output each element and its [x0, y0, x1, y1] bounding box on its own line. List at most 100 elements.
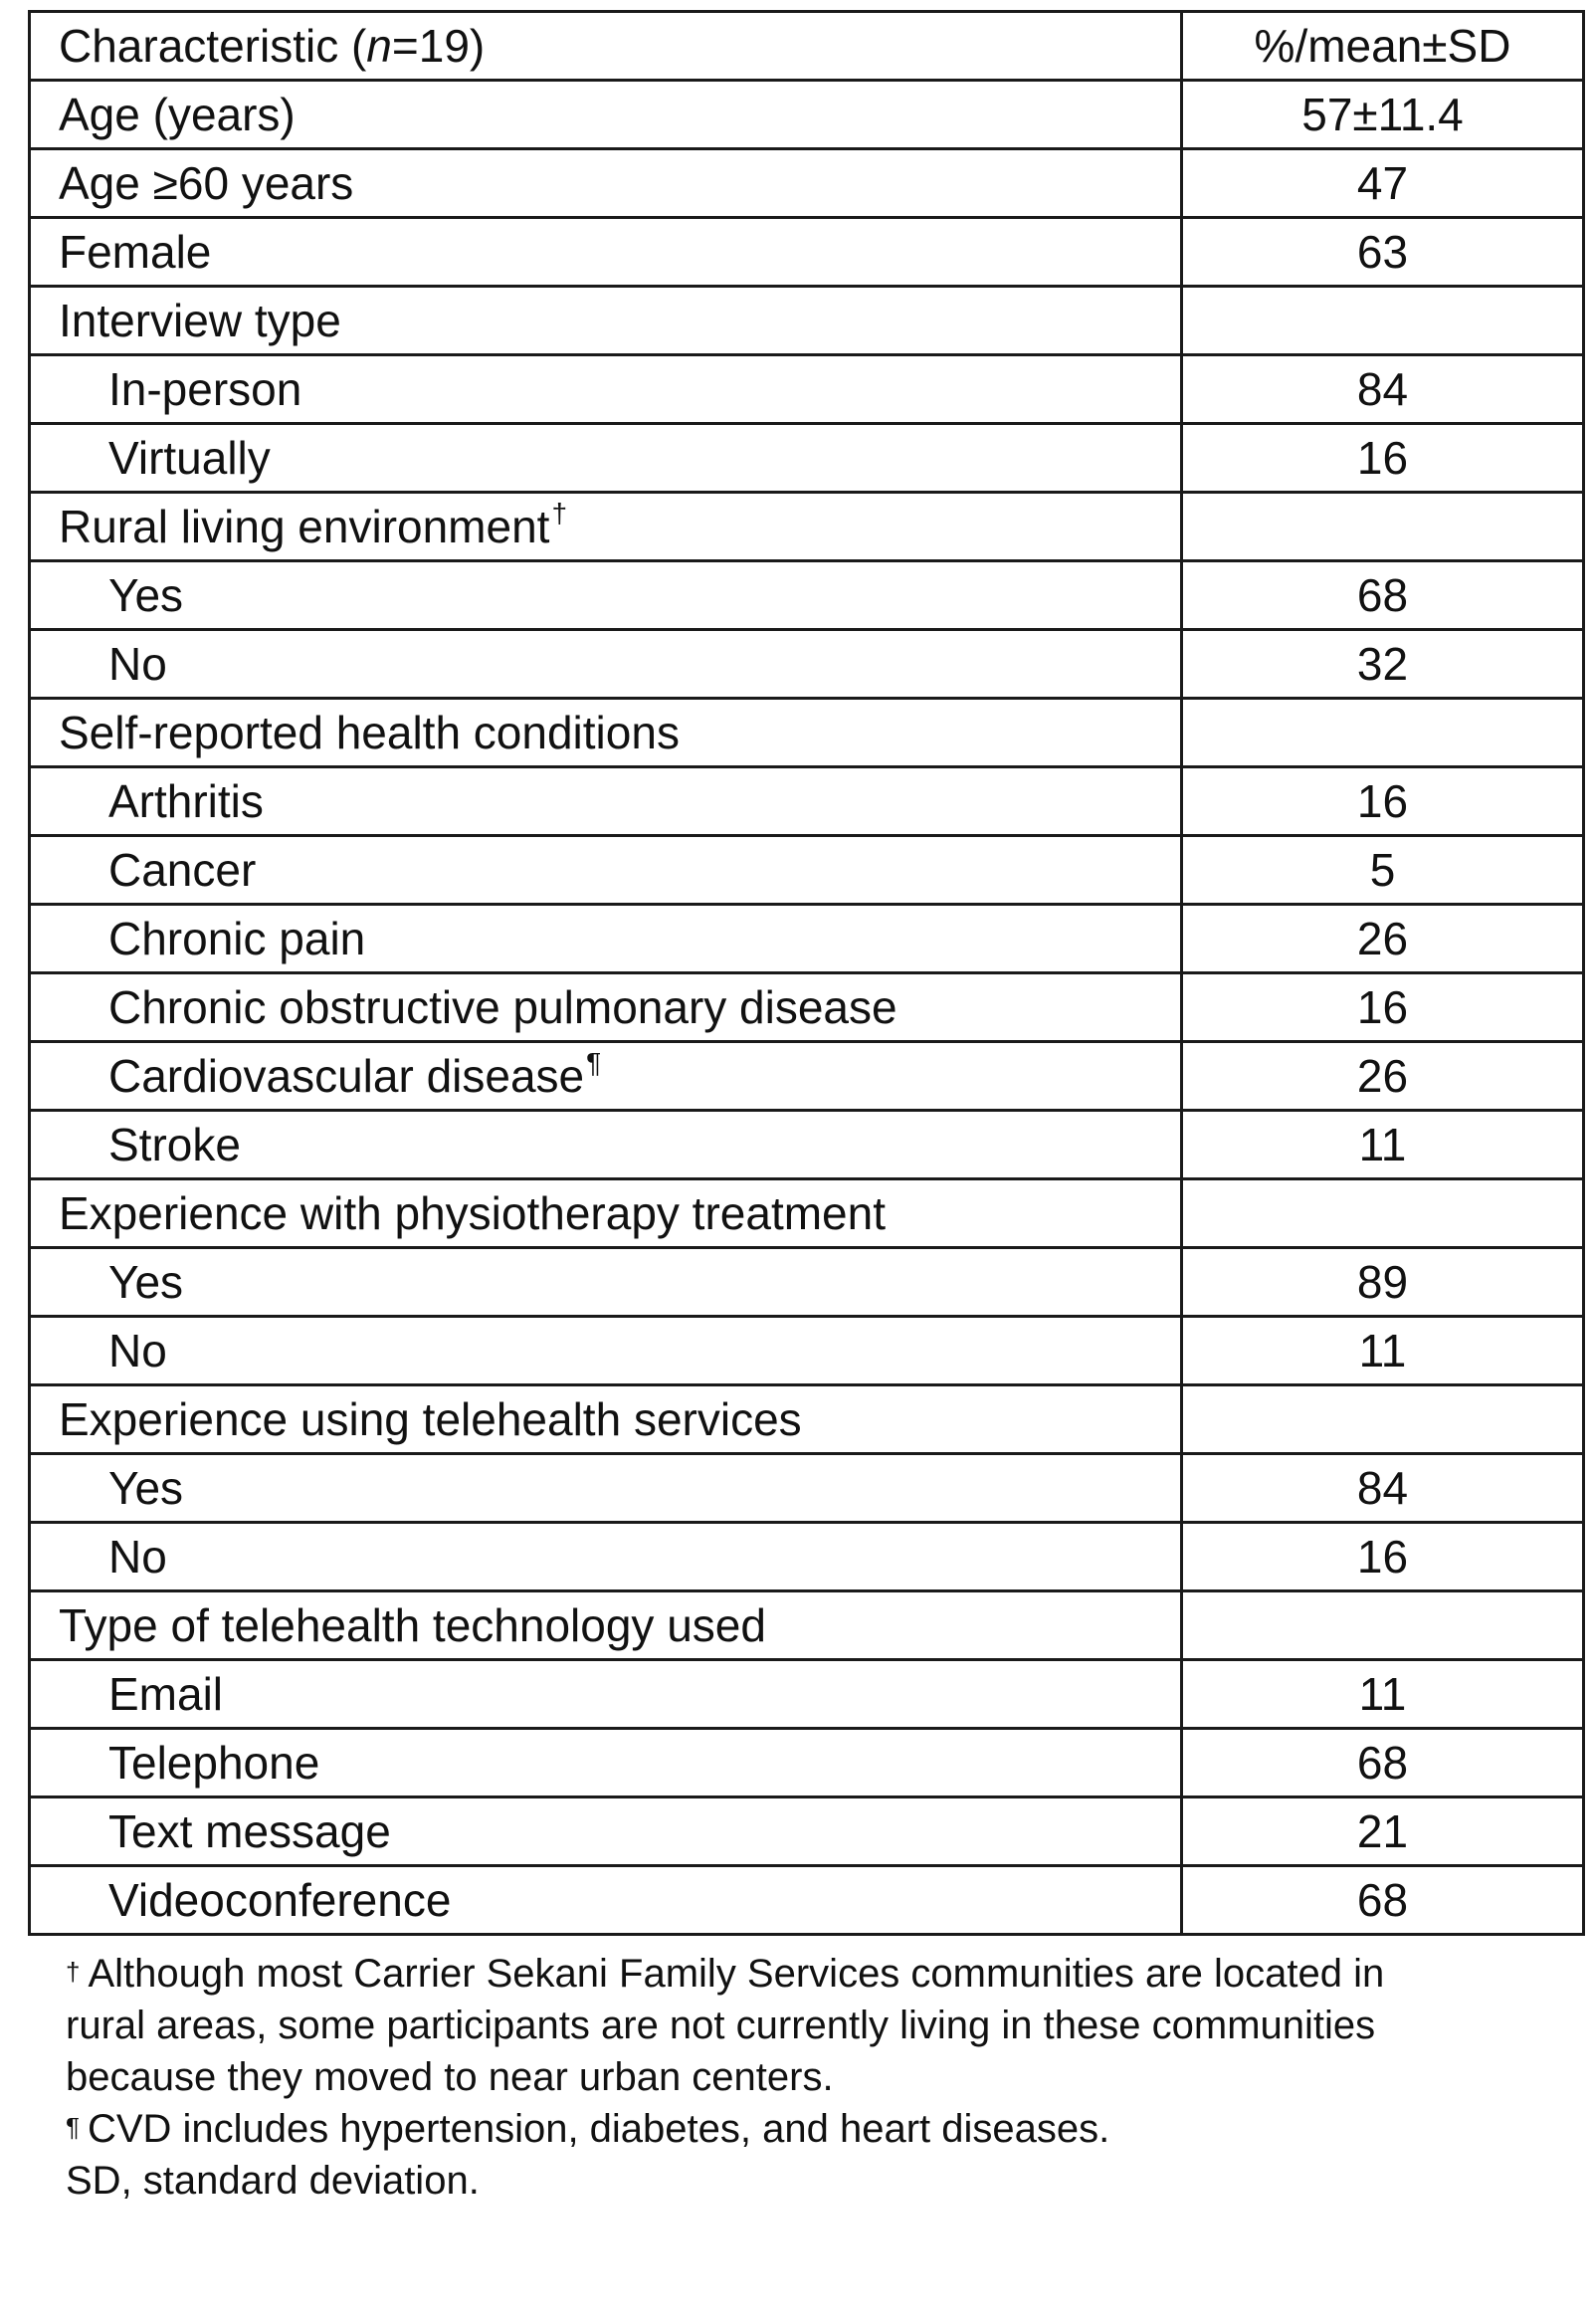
- table-row: Age (years) 57±11.4: [28, 79, 1585, 150]
- footnotes: † Although most Carrier Sekani Family Ser…: [28, 1948, 1582, 2207]
- section-label-text: Experience using telehealth services: [59, 1393, 802, 1445]
- row-value: 11: [1180, 1658, 1585, 1730]
- row-label: Female: [28, 216, 1183, 288]
- row-value: 68: [1180, 559, 1585, 631]
- table-row: Age ≥60 years 47: [28, 147, 1585, 219]
- row-value: 16: [1180, 422, 1585, 494]
- table-section-row: Experience with physiotherapy treatment: [28, 1177, 1585, 1249]
- row-label-text: Yes: [108, 569, 184, 621]
- table-row: No 16: [28, 1521, 1585, 1592]
- row-value: [1180, 285, 1585, 356]
- row-value: 89: [1180, 1246, 1585, 1318]
- table-header-row: Characteristic (n=19) %/mean±SD: [28, 10, 1585, 82]
- abbreviation-footnote: SD, standard deviation.: [66, 2159, 480, 2203]
- row-value: 63: [1180, 216, 1585, 288]
- section-label: Self-reported health conditions: [28, 697, 1183, 768]
- row-label: Chronic obstructive pulmonary disease: [28, 971, 1183, 1043]
- section-label-text: Type of telehealth technology used: [59, 1599, 766, 1651]
- row-label: Stroke: [28, 1109, 1183, 1180]
- row-label-text: Chronic obstructive pulmonary disease: [108, 981, 897, 1033]
- row-label-text: No: [108, 1531, 167, 1583]
- table-row: Stroke 11: [28, 1109, 1585, 1180]
- table-row: Email 11: [28, 1658, 1585, 1730]
- table-row: Virtually 16: [28, 422, 1585, 494]
- row-value: 11: [1180, 1315, 1585, 1386]
- row-label-text: Cancer: [108, 844, 257, 896]
- row-label-text: Yes: [108, 1462, 184, 1514]
- row-label: Arthritis: [28, 765, 1183, 837]
- row-label: Email: [28, 1658, 1183, 1730]
- header-characteristic: Characteristic (n=19): [28, 10, 1183, 82]
- row-label: Yes: [28, 1452, 1183, 1524]
- table-row: No 11: [28, 1315, 1585, 1386]
- row-label: Telephone: [28, 1727, 1183, 1798]
- row-value: 84: [1180, 353, 1585, 425]
- row-label-text: No: [108, 1325, 167, 1376]
- table-row: Yes 68: [28, 559, 1585, 631]
- row-label-text: Arthritis: [108, 775, 264, 827]
- row-label-text: Telephone: [108, 1737, 320, 1789]
- row-value: [1180, 1589, 1585, 1661]
- row-label-text: Stroke: [108, 1119, 241, 1170]
- table-section-row: Self-reported health conditions: [28, 697, 1585, 768]
- row-label-text: Age (years): [59, 89, 296, 140]
- table-section-row: Rural living environment†: [28, 491, 1585, 562]
- section-label-text: Experience with physiotherapy treatment: [59, 1187, 886, 1239]
- row-label: Age ≥60 years: [28, 147, 1183, 219]
- row-label: Age (years): [28, 79, 1183, 150]
- table-row: Chronic obstructive pulmonary disease 16: [28, 971, 1585, 1043]
- row-value: 32: [1180, 628, 1585, 700]
- table-row: Chronic pain 26: [28, 903, 1585, 974]
- section-label-text: Rural living environment: [59, 501, 550, 552]
- header-characteristic-prefix: Characteristic (: [59, 20, 367, 72]
- section-label: Experience using telehealth services: [28, 1383, 1183, 1455]
- row-value: 5: [1180, 834, 1585, 906]
- dagger-footnote: † Although most Carrier Sekani Family Ser…: [66, 1948, 1582, 2000]
- table-section-row: Type of telehealth technology used: [28, 1589, 1585, 1661]
- row-value: 16: [1180, 1521, 1585, 1592]
- header-characteristic-suffix: =19): [391, 20, 486, 72]
- section-label: Experience with physiotherapy treatment: [28, 1177, 1183, 1249]
- table-row: Arthritis 16: [28, 765, 1585, 837]
- row-value: 16: [1180, 971, 1585, 1043]
- row-value: [1180, 491, 1585, 562]
- dagger-footnote-line3: because they moved to near urban centers…: [66, 2055, 834, 2099]
- row-label-text: No: [108, 638, 167, 690]
- row-label-text: Age ≥60 years: [59, 157, 354, 209]
- dagger-symbol: †: [66, 1957, 81, 1987]
- row-label-text: Text message: [108, 1805, 391, 1857]
- row-label: Yes: [28, 559, 1183, 631]
- pilcrow-footnote: ¶ CVD includes hypertension, diabetes, an…: [66, 2103, 1582, 2155]
- row-label: Cancer: [28, 834, 1183, 906]
- row-label-text: Yes: [108, 1256, 184, 1308]
- row-value: 68: [1180, 1727, 1585, 1798]
- row-label: Yes: [28, 1246, 1183, 1318]
- table-row: Cardiovascular disease¶ 26: [28, 1040, 1585, 1112]
- row-label-text: Chronic pain: [108, 913, 366, 964]
- table-document: Characteristic (n=19) %/mean±SD Age (yea…: [28, 10, 1585, 2207]
- row-value: 68: [1180, 1864, 1585, 1936]
- header-value: %/mean±SD: [1180, 10, 1585, 82]
- row-label: No: [28, 628, 1183, 700]
- section-label: Rural living environment†: [28, 491, 1183, 562]
- header-n-italic: n: [366, 20, 392, 72]
- table-row: Text message 21: [28, 1796, 1585, 1867]
- table-section-row: Interview type: [28, 285, 1585, 356]
- row-value: [1180, 697, 1585, 768]
- row-label: In-person: [28, 353, 1183, 425]
- row-value: 47: [1180, 147, 1585, 219]
- section-label: Interview type: [28, 285, 1183, 356]
- pilcrow-footnote-text: CVD includes hypertension, diabetes, and…: [87, 2107, 1110, 2151]
- section-label-text: Self-reported health conditions: [59, 707, 680, 758]
- table-row: Videoconference 68: [28, 1864, 1585, 1936]
- table-row: Yes 89: [28, 1246, 1585, 1318]
- table-row: Female 63: [28, 216, 1585, 288]
- row-value: 21: [1180, 1796, 1585, 1867]
- table-row: No 32: [28, 628, 1585, 700]
- row-label-text: Cardiovascular disease: [108, 1050, 585, 1102]
- characteristics-table: Characteristic (n=19) %/mean±SD Age (yea…: [28, 10, 1585, 1936]
- row-value: [1180, 1177, 1585, 1249]
- table-row: Telephone 68: [28, 1727, 1585, 1798]
- row-label: Chronic pain: [28, 903, 1183, 974]
- section-label-text: Interview type: [59, 295, 341, 346]
